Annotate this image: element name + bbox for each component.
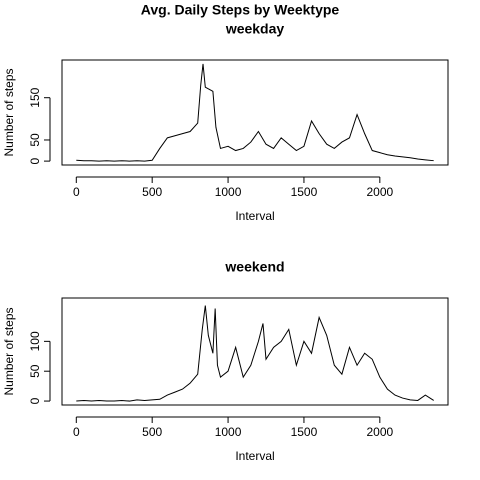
- y-axis-label: Number of steps: [2, 68, 16, 156]
- x-tick-label: 500: [142, 185, 162, 199]
- y-tick-label: 0: [28, 397, 42, 404]
- y-tick-label: 50: [28, 364, 42, 378]
- y-axis-label: Number of steps: [2, 307, 16, 395]
- y-tick-label: 100: [28, 331, 42, 351]
- panel-title: weekend: [224, 259, 284, 275]
- panel-title: weekday: [225, 21, 285, 37]
- plot-box: [61, 297, 449, 406]
- x-tick-label: 0: [73, 425, 80, 439]
- x-tick-label: 500: [142, 425, 162, 439]
- line-series: [76, 305, 434, 402]
- x-axis-label: Interval: [235, 209, 274, 223]
- x-axis-label: Interval: [235, 449, 274, 463]
- x-tick-label: 1500: [291, 185, 318, 199]
- x-tick-label: 1500: [291, 425, 318, 439]
- y-tick-label: 150: [28, 87, 42, 107]
- x-tick-label: 1000: [215, 185, 242, 199]
- y-tick-label: 0: [28, 157, 42, 164]
- line-series: [76, 63, 434, 162]
- x-tick-label: 1000: [215, 425, 242, 439]
- x-tick-label: 2000: [366, 425, 393, 439]
- y-tick-label: 50: [28, 133, 42, 147]
- x-tick-label: 0: [73, 185, 80, 199]
- x-tick-label: 2000: [366, 185, 393, 199]
- page-title: Avg. Daily Steps by Weektype: [141, 2, 340, 18]
- plot-box: [61, 59, 449, 166]
